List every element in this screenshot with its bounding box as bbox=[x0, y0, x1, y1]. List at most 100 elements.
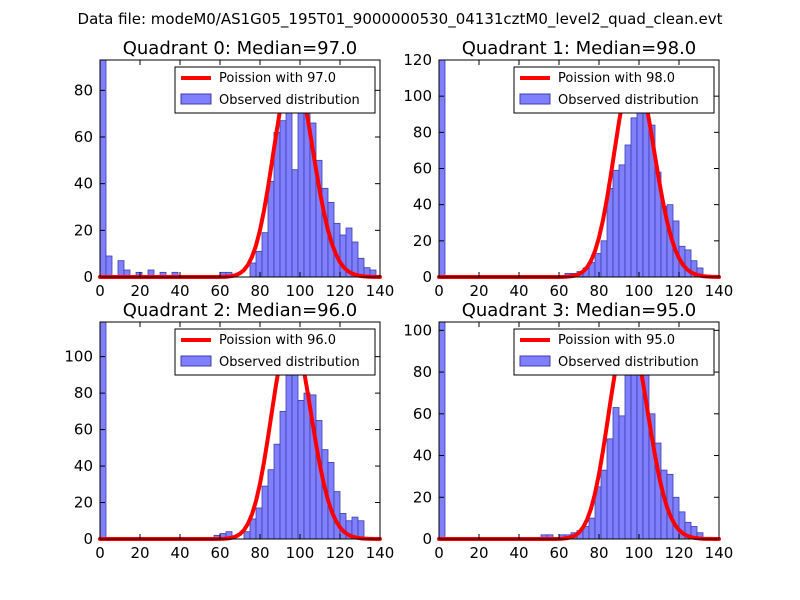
histogram-bar bbox=[285, 365, 293, 540]
plot-frame bbox=[99, 59, 381, 278]
y-tick-label: 60 bbox=[413, 405, 432, 423]
x-tick-label: 80 bbox=[589, 282, 608, 300]
y-tick-label: 0 bbox=[422, 268, 432, 286]
histogram-bar bbox=[630, 117, 638, 278]
legend: Poission with 95.0 Observed distribution bbox=[513, 328, 715, 376]
y-tick-label: 120 bbox=[403, 51, 432, 69]
histogram-bar bbox=[594, 253, 602, 278]
histogram-bar bbox=[303, 392, 311, 540]
x-tick-label: 120 bbox=[326, 282, 355, 300]
y-tick-label: 80 bbox=[413, 123, 432, 141]
y-tick-label: 100 bbox=[403, 321, 432, 339]
legend-observed-label: Observed distribution bbox=[219, 355, 360, 370]
legend-bar-swatch bbox=[519, 355, 551, 367]
x-tick-label: 40 bbox=[170, 282, 189, 300]
histogram-bar bbox=[624, 373, 632, 540]
histogram-bar bbox=[243, 531, 251, 540]
histogram-bar bbox=[99, 59, 107, 278]
legend: Poission with 98.0 Observed distribution bbox=[513, 66, 715, 114]
legend-observed-label: Observed distribution bbox=[558, 93, 699, 108]
x-tick-label: 40 bbox=[170, 544, 189, 562]
y-tick-label: 80 bbox=[74, 81, 93, 99]
quadrant-1-panel: Quadrant 1: Median=98.0 0 20 40 60 80 100 120 1… bbox=[403, 38, 733, 300]
x-tick-label: 140 bbox=[366, 544, 395, 562]
x-tick-label: 0 bbox=[95, 282, 105, 300]
legend-bar-swatch bbox=[180, 355, 212, 367]
histogram-bar bbox=[291, 369, 299, 540]
legend: Poission with 96.0 Observed distribution bbox=[174, 328, 376, 376]
histogram-bar bbox=[600, 469, 608, 540]
x-tick-label: 60 bbox=[549, 282, 568, 300]
plot-frame bbox=[438, 321, 720, 540]
x-tick-label: 100 bbox=[625, 544, 654, 562]
x-tick-label: 120 bbox=[665, 544, 694, 562]
x-tick-label: 140 bbox=[705, 282, 734, 300]
y-tick-label: 40 bbox=[413, 196, 432, 214]
x-tick-label: 20 bbox=[130, 544, 149, 562]
legend-box bbox=[513, 66, 715, 114]
y-tick-label: 40 bbox=[74, 457, 93, 475]
histogram-bar bbox=[261, 485, 269, 540]
legend: Poission with 97.0 Observed distribution bbox=[174, 66, 376, 114]
histogram-bar bbox=[255, 507, 263, 540]
y-tick-label: 80 bbox=[74, 384, 93, 402]
y-tick-label: 100 bbox=[403, 87, 432, 105]
x-tick-label: 60 bbox=[210, 544, 229, 562]
histogram-bar bbox=[99, 321, 107, 540]
x-tick-label: 40 bbox=[509, 544, 528, 562]
y-tick-label: 20 bbox=[74, 221, 93, 239]
plot-frame bbox=[99, 321, 381, 540]
histogram-bar bbox=[624, 144, 632, 278]
panel-title: Quadrant 0: Median=97.0 bbox=[123, 38, 358, 59]
histogram-bar bbox=[618, 415, 626, 540]
histogram-bar bbox=[600, 240, 608, 278]
histogram-bar bbox=[297, 400, 305, 540]
panel-title: Quadrant 3: Median=95.0 bbox=[462, 300, 697, 321]
x-tick-label: 100 bbox=[625, 282, 654, 300]
legend-poisson-label: Poission with 97.0 bbox=[219, 71, 336, 86]
y-tick-label: 60 bbox=[74, 128, 93, 146]
histogram-bar bbox=[618, 164, 626, 278]
histogram-bar bbox=[255, 250, 263, 278]
histogram-bar bbox=[672, 496, 680, 540]
histogram-bar bbox=[279, 410, 287, 540]
histogram-bar bbox=[612, 407, 620, 540]
legend-box bbox=[513, 328, 715, 376]
panel-title: Quadrant 1: Median=98.0 bbox=[462, 38, 697, 59]
legend-observed-label: Observed distribution bbox=[219, 93, 360, 108]
x-tick-label: 80 bbox=[250, 282, 269, 300]
y-tick-label: 100 bbox=[64, 348, 93, 366]
histogram-bar bbox=[267, 180, 275, 278]
y-tick-label: 0 bbox=[422, 530, 432, 548]
histogram-bar bbox=[630, 350, 638, 540]
x-tick-label: 0 bbox=[434, 282, 444, 300]
y-tick-label: 40 bbox=[74, 175, 93, 193]
plot-frame bbox=[438, 59, 720, 278]
x-tick-label: 80 bbox=[589, 544, 608, 562]
y-tick-label: 0 bbox=[83, 530, 93, 548]
histogram-bar bbox=[117, 260, 125, 278]
y-tick-label: 20 bbox=[413, 488, 432, 506]
histogram-bar bbox=[279, 120, 287, 278]
legend-observed-label: Observed distribution bbox=[558, 355, 699, 370]
x-tick-label: 40 bbox=[509, 282, 528, 300]
histogram-bar bbox=[606, 438, 614, 540]
y-tick-label: 40 bbox=[413, 447, 432, 465]
x-tick-label: 20 bbox=[469, 544, 488, 562]
y-tick-label: 60 bbox=[74, 421, 93, 439]
quadrant-3-panel: Quadrant 3: Median=95.0 0 20 40 60 80 100 120 1… bbox=[403, 300, 733, 562]
x-tick-label: 20 bbox=[469, 282, 488, 300]
legend-poisson-label: Poission with 96.0 bbox=[219, 333, 336, 348]
x-tick-label: 0 bbox=[95, 544, 105, 562]
x-tick-label: 140 bbox=[366, 282, 395, 300]
x-tick-label: 100 bbox=[286, 282, 315, 300]
y-tick-label: 80 bbox=[413, 363, 432, 381]
histogram-bar bbox=[261, 232, 269, 278]
y-tick-label: 60 bbox=[413, 160, 432, 178]
x-tick-label: 80 bbox=[250, 544, 269, 562]
legend-box bbox=[174, 66, 376, 114]
x-tick-label: 0 bbox=[434, 544, 444, 562]
panel-title: Quadrant 2: Median=96.0 bbox=[123, 300, 358, 321]
histogram-bar bbox=[291, 169, 299, 278]
